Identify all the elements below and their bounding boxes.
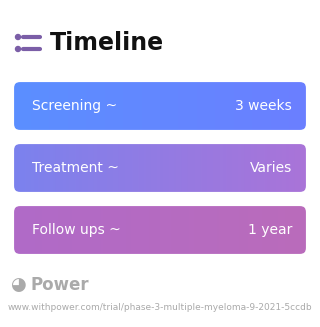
Circle shape [15,35,20,40]
Text: Varies: Varies [250,161,292,175]
Text: Power: Power [30,276,89,294]
Circle shape [15,46,20,51]
Text: Follow ups ~: Follow ups ~ [32,223,121,237]
Text: Screening ~: Screening ~ [32,99,117,113]
Text: 1 year: 1 year [248,223,292,237]
Text: www.withpower.com/trial/phase-3-multiple-myeloma-9-2021-5ccdb: www.withpower.com/trial/phase-3-multiple… [8,302,312,312]
Text: Treatment ~: Treatment ~ [32,161,119,175]
Text: 3 weeks: 3 weeks [235,99,292,113]
Text: ◕: ◕ [10,276,26,294]
Text: Timeline: Timeline [50,31,164,55]
